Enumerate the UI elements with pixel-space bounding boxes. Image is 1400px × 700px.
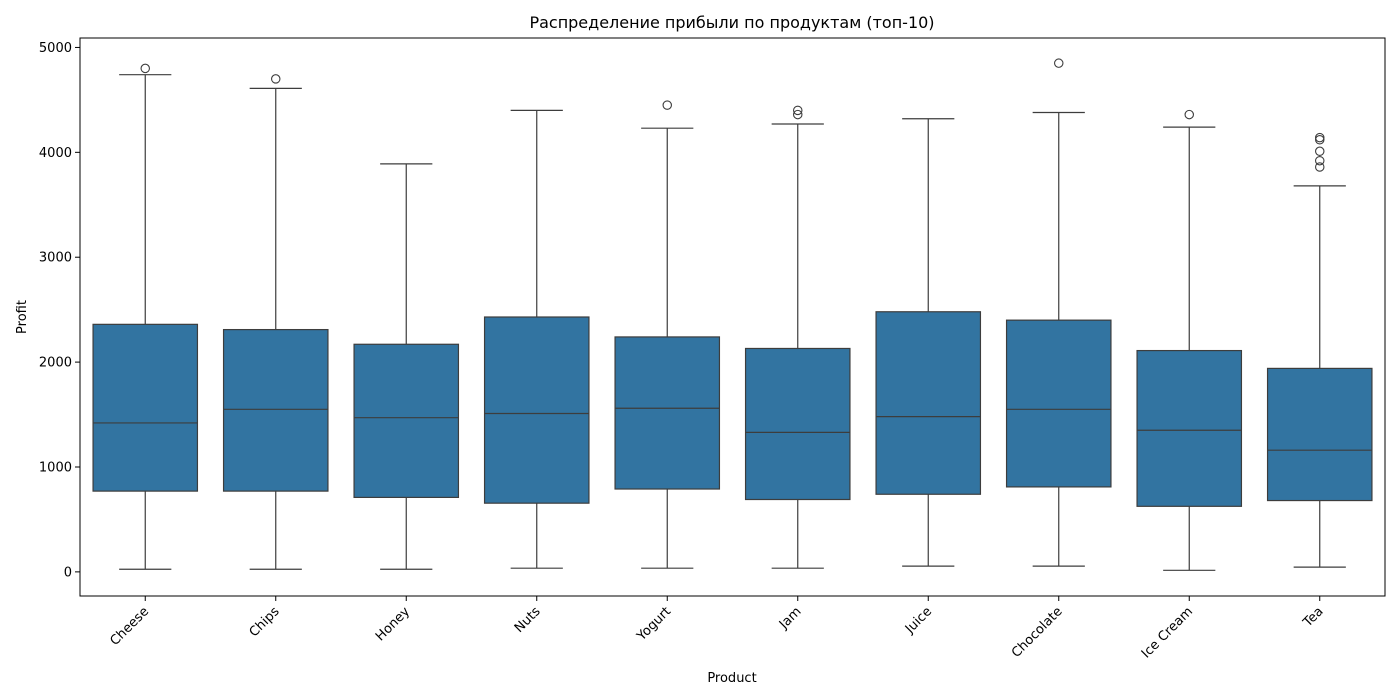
x-tick-label: Chocolate <box>1009 604 1066 661</box>
outlier-point <box>1315 155 1325 166</box>
iqr-box <box>1266 367 1373 502</box>
outlier-point <box>270 74 281 84</box>
y-tick-label: 5000 <box>39 41 72 56</box>
box-tea <box>1266 132 1373 568</box>
outlier-point <box>792 105 803 116</box>
x-tick-label: Juice <box>902 604 935 637</box>
y-tick-label: 4000 <box>39 146 72 161</box>
box-chips <box>222 74 329 570</box>
iqr-box <box>92 323 199 492</box>
y-axis: 0 1000 2000 3000 4000 5000 <box>39 41 80 580</box>
x-tick-label: Jam <box>776 604 805 633</box>
box-ice-cream <box>1136 109 1243 571</box>
outlier-point <box>1184 109 1195 120</box>
box-cheese <box>92 63 199 570</box>
y-axis-label: Profit <box>15 300 30 334</box>
box-jam <box>744 105 851 569</box>
y-tick-label: 0 <box>64 565 72 580</box>
iqr-box <box>875 311 982 495</box>
plot-frame <box>79 37 1386 597</box>
box-honey <box>353 163 460 570</box>
outlier-point <box>1315 134 1325 145</box>
x-tick-label: Cheese <box>107 604 152 649</box>
outlier-point <box>792 109 803 120</box>
iqr-box <box>222 328 329 492</box>
outlier-point <box>1315 132 1325 143</box>
iqr-box <box>1005 319 1112 488</box>
iqr-box <box>744 347 851 501</box>
plot-area <box>92 58 1373 571</box>
iqr-box <box>614 336 721 490</box>
outlier-point <box>1315 146 1325 157</box>
x-tick-label: Chips <box>247 604 283 640</box>
y-tick-label: 2000 <box>39 356 72 371</box>
y-tick-label: 3000 <box>39 251 72 266</box>
x-tick-label: Ice Cream <box>1139 604 1196 661</box>
iqr-box <box>1136 349 1243 507</box>
box-chocolate <box>1005 58 1112 567</box>
x-tick-label: Yogurt <box>634 604 674 644</box>
x-tick-label: Tea <box>1300 604 1327 631</box>
x-axis-label: Product <box>707 671 756 686</box>
x-tick-label: Honey <box>373 604 413 644</box>
outlier-point <box>662 100 672 110</box>
box-nuts <box>483 109 590 569</box>
box-yogurt <box>614 100 721 569</box>
iqr-box <box>353 343 460 499</box>
outlier-point <box>140 63 151 74</box>
x-axis: Cheese Chips Honey Nuts Yogurt Jam Juice Chocol… <box>107 596 1327 661</box>
outlier-point <box>1315 162 1325 172</box>
x-tick-label: Nuts <box>512 604 544 636</box>
outlier-point <box>1054 58 1064 68</box>
box-juice <box>875 118 982 567</box>
y-tick-label: 1000 <box>39 460 72 475</box>
iqr-box <box>483 316 590 504</box>
chart-title: Распределение прибыли по продуктам (топ-… <box>529 13 934 32</box>
